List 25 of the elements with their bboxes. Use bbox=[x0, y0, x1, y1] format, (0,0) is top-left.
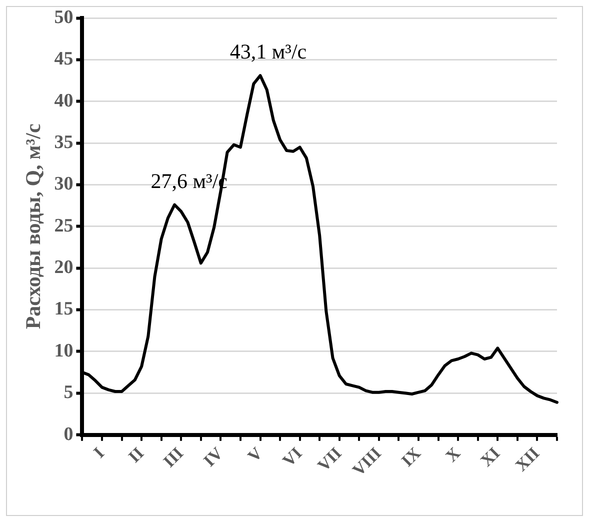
y-tick-label: 25 bbox=[54, 215, 74, 236]
x-tick-label: VI bbox=[278, 443, 306, 470]
y-tick-label: 40 bbox=[54, 90, 74, 112]
annotation: 43,1 м³/с bbox=[230, 40, 307, 64]
x-tick-label: XI bbox=[476, 443, 504, 470]
y-tick-label: 5 bbox=[64, 382, 74, 404]
x-tick-label: I bbox=[90, 443, 108, 462]
x-tick-label: II bbox=[124, 443, 148, 466]
x-tick-label: III bbox=[160, 443, 188, 472]
y-tick-label: 45 bbox=[54, 48, 74, 70]
y-tick-label: 30 bbox=[54, 174, 74, 195]
x-tick-label: VIII bbox=[348, 443, 386, 480]
y-tick-label: 50 bbox=[54, 6, 74, 28]
x-tick-label: IX bbox=[398, 443, 425, 470]
y-tick-label: 35 bbox=[54, 132, 74, 153]
x-tick-label: X bbox=[442, 443, 465, 466]
y-axis-title: Расходы воды, Q, м³/с bbox=[21, 124, 46, 330]
x-tick-label: VII bbox=[314, 443, 346, 476]
x-tick-label: V bbox=[244, 443, 267, 466]
y-tick-label: 15 bbox=[54, 298, 74, 320]
y-tick-label: 10 bbox=[54, 340, 74, 362]
x-tick-label: IV bbox=[200, 443, 228, 470]
y-tick-label: 20 bbox=[54, 257, 74, 278]
y-tick-label: 0 bbox=[64, 424, 74, 445]
x-tick-label: XII bbox=[512, 443, 544, 476]
